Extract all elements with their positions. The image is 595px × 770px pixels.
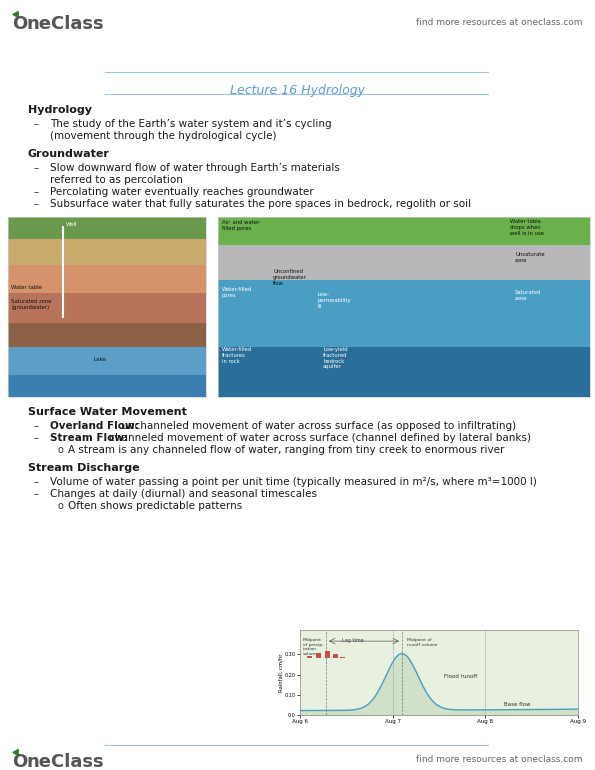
Text: Water table: Water table [11, 285, 42, 290]
Text: Unsaturate
zone: Unsaturate zone [515, 252, 544, 263]
Bar [325, 651, 330, 658]
Text: Changes at daily (diurnal) and seasonal timescales: Changes at daily (diurnal) and seasonal … [50, 489, 317, 499]
Text: –: – [34, 119, 39, 129]
Text: Unconfined
groundwater
flow: Unconfined groundwater flow [273, 269, 307, 286]
Text: –: – [34, 489, 39, 499]
Text: Flood runoff: Flood runoff [444, 674, 477, 678]
Bar [218, 217, 590, 245]
Text: o: o [58, 445, 64, 455]
Text: Air- and water-
filled pores: Air- and water- filled pores [222, 220, 261, 231]
Text: A stream is any channeled flow of water, ranging from tiny creek to enormous riv: A stream is any channeled flow of water,… [68, 445, 505, 455]
Text: Water-filled
pores: Water-filled pores [222, 287, 252, 298]
Bar [218, 217, 590, 397]
Text: Lecture 16 Hydrology: Lecture 16 Hydrology [230, 84, 365, 97]
Bar [218, 217, 590, 397]
Text: Subsurface water that fully saturates the pore spaces in bedrock, regolith or so: Subsurface water that fully saturates th… [50, 199, 471, 209]
Text: Base flow: Base flow [504, 702, 530, 707]
Text: Overland Flow:: Overland Flow: [50, 421, 139, 431]
Bar [8, 265, 206, 293]
Bar [218, 245, 590, 280]
Text: neClass: neClass [26, 753, 104, 770]
Text: Midpoint
of precip-
itation
volume: Midpoint of precip- itation volume [303, 638, 324, 656]
Text: Lake: Lake [93, 357, 106, 362]
Bar [8, 293, 206, 323]
Text: O: O [12, 15, 27, 33]
Text: Slow downward flow of water through Earth’s materials: Slow downward flow of water through Eart… [50, 163, 340, 173]
Y-axis label: Rainfall, cm/hr: Rainfall, cm/hr [278, 653, 284, 691]
Text: –: – [34, 433, 39, 443]
Bar [8, 375, 206, 397]
Text: Well: Well [66, 222, 77, 227]
Text: Stream Flow:: Stream Flow: [50, 433, 128, 443]
Bar [8, 217, 206, 397]
Bar [306, 656, 312, 658]
Bar [8, 239, 206, 265]
Text: –: – [34, 199, 39, 209]
Text: –: – [34, 187, 39, 197]
Text: Often shows predictable patterns: Often shows predictable patterns [68, 501, 242, 511]
Bar [8, 347, 206, 375]
Text: O: O [12, 753, 27, 770]
Text: (movement through the hydrological cycle): (movement through the hydrological cycle… [50, 131, 277, 141]
Bar [316, 653, 321, 658]
Text: –: – [34, 477, 39, 487]
Text: Water table
drops when
well is in use: Water table drops when well is in use [510, 219, 544, 236]
Text: Stream Discharge: Stream Discharge [28, 463, 140, 473]
Bar [218, 280, 590, 355]
Bar [8, 323, 206, 347]
Text: –: – [34, 163, 39, 173]
Text: Midpoint of
runoff volume: Midpoint of runoff volume [406, 638, 437, 647]
Text: Saturated
zone: Saturated zone [515, 290, 541, 301]
Bar [218, 347, 590, 397]
Text: Saturated zone
(groundwater): Saturated zone (groundwater) [11, 299, 52, 310]
Text: find more resources at oneclass.com: find more resources at oneclass.com [415, 18, 582, 27]
Bar [333, 654, 338, 658]
Text: o: o [58, 501, 64, 511]
Text: channeled movement of water across surface (channel defined by lateral banks): channeled movement of water across surfa… [106, 433, 531, 443]
Text: unchanneled movement of water across surface (as opposed to infiltrating): unchanneled movement of water across sur… [118, 421, 516, 431]
Text: Surface Water Movement: Surface Water Movement [28, 407, 187, 417]
Text: Lag time: Lag time [342, 638, 364, 643]
Text: referred to as percolation: referred to as percolation [50, 175, 183, 185]
Bar [8, 217, 206, 397]
Text: Hydrology: Hydrology [28, 105, 92, 115]
Text: Water-filled
fractures
in rock: Water-filled fractures in rock [222, 347, 252, 363]
Text: Low-
permeability
ill: Low- permeability ill [318, 292, 352, 309]
Text: Volume of water passing a point per unit time (typically measured in m²/s, where: Volume of water passing a point per unit… [50, 477, 537, 487]
Text: Percolating water eventually reaches groundwater: Percolating water eventually reaches gro… [50, 187, 314, 197]
Bar [8, 217, 206, 239]
Bar [340, 657, 345, 658]
Text: The study of the Earth’s water system and it’s cycling: The study of the Earth’s water system an… [50, 119, 331, 129]
Text: Groundwater: Groundwater [28, 149, 110, 159]
Text: Low-yield
fractured
bedrock
aquifer: Low-yield fractured bedrock aquifer [323, 347, 347, 370]
Text: –: – [34, 421, 39, 431]
Text: neClass: neClass [26, 15, 104, 33]
Text: find more resources at oneclass.com: find more resources at oneclass.com [415, 755, 582, 764]
